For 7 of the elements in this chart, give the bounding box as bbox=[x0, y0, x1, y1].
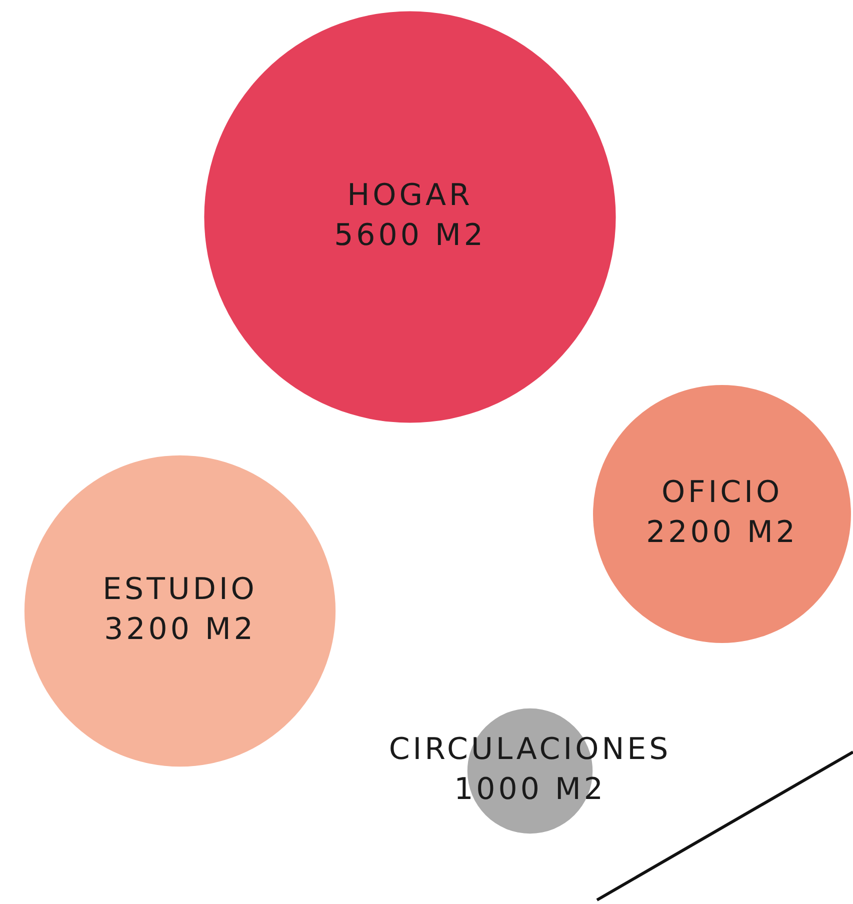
data-label: 2200 M2 bbox=[646, 514, 798, 550]
category-label: CIRCULACIONES bbox=[388, 732, 672, 767]
category-label: OFICIO bbox=[661, 474, 783, 510]
data-label: 3200 M2 bbox=[104, 612, 256, 647]
data-label: 5600 M2 bbox=[334, 218, 486, 253]
category-label: ESTUDIO bbox=[102, 572, 258, 607]
category-label: HOGAR bbox=[347, 178, 473, 213]
